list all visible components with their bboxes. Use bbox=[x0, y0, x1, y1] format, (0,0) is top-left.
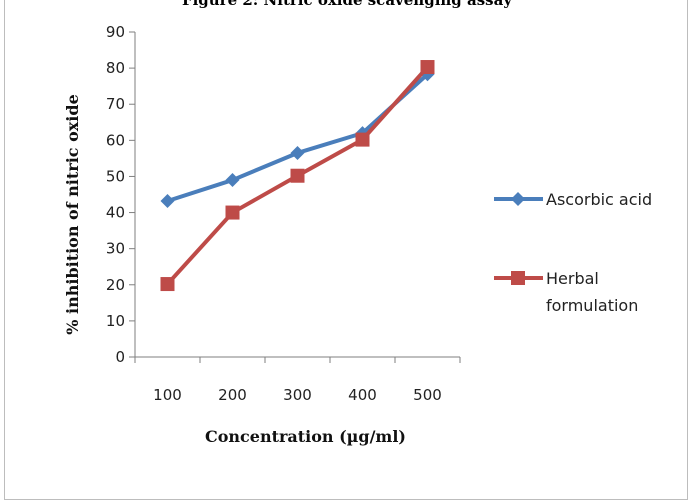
x-tick-label: 500 bbox=[413, 386, 442, 404]
y-tick-label: 80 bbox=[106, 59, 125, 77]
y-tick-label: 40 bbox=[106, 204, 125, 222]
y-tick-label: 50 bbox=[106, 167, 125, 185]
plot-area bbox=[160, 60, 435, 292]
legend: Ascorbic acid Herbal formulation bbox=[494, 190, 652, 315]
chart-title: Figure 2: Nitric oxide scavenging assay bbox=[181, 0, 513, 9]
legend-label: Ascorbic acid bbox=[546, 190, 652, 209]
legend-item: Ascorbic acid bbox=[494, 190, 652, 209]
y-tick-label: 30 bbox=[106, 240, 125, 258]
legend-marker bbox=[511, 192, 525, 206]
data-point bbox=[225, 173, 240, 188]
chart-frame bbox=[4, 0, 688, 500]
y-axis-title: % inhibition of nitric oxide bbox=[63, 94, 82, 335]
data-point bbox=[160, 277, 175, 292]
data-point bbox=[290, 145, 305, 160]
x-tick-label: 300 bbox=[283, 386, 312, 404]
x-tick-label: 100 bbox=[153, 386, 182, 404]
data-point bbox=[420, 60, 435, 75]
y-tick-label: 10 bbox=[106, 312, 125, 330]
series-2 bbox=[160, 60, 435, 292]
data-point bbox=[160, 194, 175, 208]
y-tick-label: 70 bbox=[106, 95, 125, 113]
y-tick-label: 60 bbox=[106, 131, 125, 149]
x-tick-label: 400 bbox=[348, 386, 377, 404]
x-tick-label: 200 bbox=[218, 386, 247, 404]
series-1 bbox=[160, 67, 435, 208]
x-axis: 100 200 300 400 500 bbox=[134, 356, 461, 404]
legend-item: Herbal formulation bbox=[494, 269, 638, 315]
y-tick-label: 0 bbox=[115, 348, 125, 366]
y-tick-label: 90 bbox=[106, 23, 125, 41]
data-point bbox=[290, 168, 305, 183]
data-point bbox=[225, 205, 240, 220]
legend-label: Herbal formulation bbox=[546, 269, 638, 315]
legend-marker bbox=[511, 271, 525, 285]
x-axis-title: Concentration (µg/ml) bbox=[205, 427, 406, 446]
y-tick-label: 20 bbox=[106, 276, 125, 294]
data-point bbox=[355, 132, 370, 147]
y-axis: 0 10 20 30 40 50 60 70 80 90 bbox=[106, 23, 136, 366]
